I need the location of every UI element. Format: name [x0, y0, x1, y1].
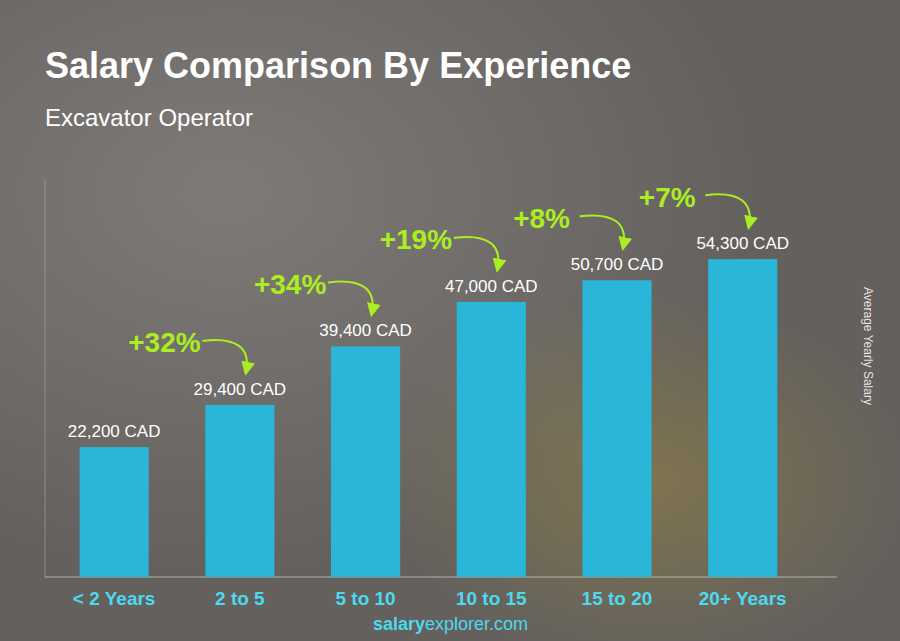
bar	[205, 405, 274, 577]
data-label: 29,400 CAD	[194, 380, 287, 399]
y-axis-label: Average Yearly Salary	[861, 287, 875, 405]
pct-annotation: +8%	[513, 203, 570, 234]
x-tick-label: 2 to 5	[215, 588, 265, 609]
watermark-bold: salary	[373, 614, 425, 634]
pct-annotation: +32%	[128, 327, 200, 358]
title: Salary Comparison By Experience	[45, 45, 631, 86]
bar	[457, 302, 526, 577]
x-tick-label: 5 to 10	[335, 588, 395, 609]
pct-arrow	[705, 194, 750, 227]
background	[0, 0, 900, 641]
pct-annotation: +34%	[254, 269, 326, 300]
data-label: 47,000 CAD	[445, 277, 538, 296]
pct-arrow	[202, 340, 247, 373]
bar	[80, 447, 149, 577]
pct-arrow	[580, 215, 625, 248]
background-overlay	[0, 0, 900, 641]
data-label: 22,200 CAD	[68, 422, 161, 441]
watermark: salaryexplorer.com	[373, 614, 528, 634]
pct-annotation: +7%	[639, 182, 696, 213]
pct-annotation: +19%	[380, 224, 452, 255]
subtitle: Excavator Operator	[45, 104, 253, 131]
x-tick-label: 10 to 15	[456, 588, 527, 609]
x-tick-label: 15 to 20	[582, 588, 653, 609]
chart: Salary Comparison By Experience Excavator…	[0, 0, 900, 641]
background-tint	[0, 0, 900, 641]
pct-arrow	[454, 237, 499, 270]
x-tick-label: 20+ Years	[699, 588, 787, 609]
bar	[708, 259, 777, 577]
bar	[582, 280, 651, 577]
bar	[331, 346, 400, 577]
y-axis-line	[45, 179, 46, 577]
watermark-regular: explorer.com	[425, 614, 528, 634]
data-label: 54,300 CAD	[696, 234, 789, 253]
pct-arrow	[328, 282, 373, 315]
data-label: 50,700 CAD	[571, 255, 664, 274]
bars	[80, 259, 778, 577]
x-tick-label: < 2 Years	[73, 588, 156, 609]
data-label: 39,400 CAD	[319, 321, 412, 340]
